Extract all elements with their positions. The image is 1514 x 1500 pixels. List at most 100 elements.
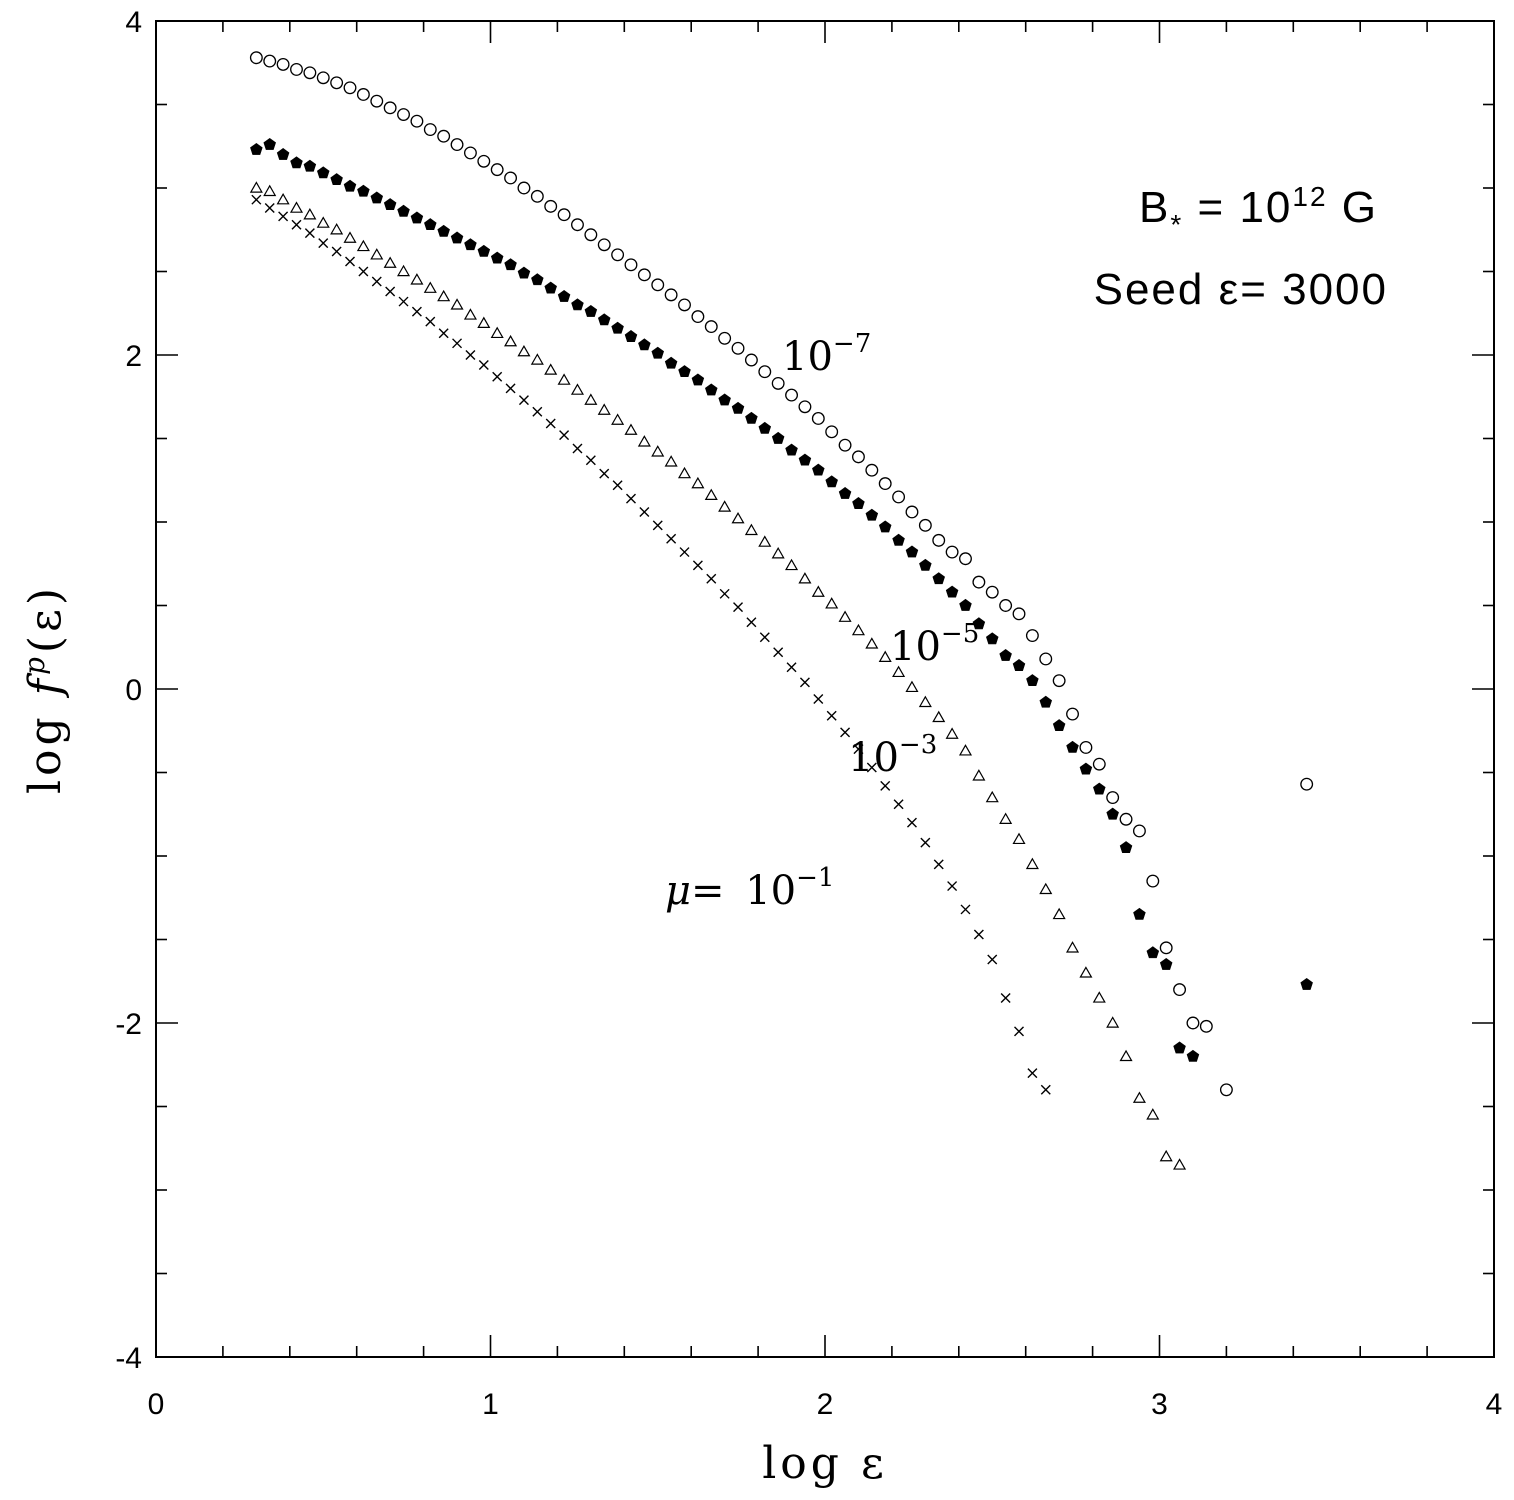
data-point-cross (840, 727, 851, 738)
y-axis-label-arg: (ε) (20, 584, 71, 653)
data-point-triangle (664, 455, 678, 467)
data-point-triangle (1039, 882, 1053, 895)
data-point-pentagon (959, 598, 972, 611)
data-point-pentagon (664, 356, 678, 369)
data-point-pentagon (1106, 807, 1119, 820)
data-point-pentagon (1093, 782, 1106, 795)
data-point-circle (557, 208, 571, 222)
data-point-cross (411, 306, 422, 317)
data-point-pentagon (571, 298, 584, 311)
data-point-circle (811, 412, 825, 425)
data-point-pentagon (383, 198, 397, 211)
series-cross (251, 194, 1051, 1095)
data-point-triangle (637, 435, 651, 447)
data-point-pentagon (1066, 740, 1079, 753)
data-point-cross (666, 533, 677, 544)
data-point-pentagon (290, 156, 303, 169)
y-tick-label: -2 (115, 1008, 142, 1041)
data-point-triangle (691, 476, 705, 489)
data-point-circle (303, 66, 317, 80)
data-point-circle (1079, 741, 1093, 754)
data-point-circle (1106, 791, 1120, 805)
data-point-triangle (744, 523, 758, 536)
data-point-pentagon (544, 281, 557, 294)
data-point-pentagon (999, 649, 1012, 661)
plot-frame (155, 20, 1495, 1358)
data-point-triangle (1132, 1091, 1146, 1103)
data-point-circle (584, 228, 598, 242)
data-point-cross (973, 929, 984, 940)
data-point-pentagon (985, 632, 999, 645)
data-point-circle (1300, 777, 1314, 791)
data-point-pentagon (705, 383, 718, 396)
data-point-pentagon (557, 289, 571, 302)
data-point-triangle (597, 403, 611, 415)
data-point-triangle (758, 535, 772, 547)
data-point-pentagon (745, 411, 758, 424)
data-point-cross (278, 211, 289, 222)
data-point-circle (530, 189, 544, 203)
data-point-cross (358, 266, 369, 277)
data-point-cross (799, 677, 810, 688)
x-tick-label: 3 (1151, 1388, 1168, 1421)
series-filled-pentagon (250, 138, 1313, 1062)
data-point-circle (597, 238, 611, 252)
data-point-cross (371, 276, 382, 287)
data-point-circle (878, 477, 892, 491)
data-point-circle (1025, 629, 1039, 643)
data-point-triangle (504, 334, 518, 347)
data-point-triangle (517, 344, 531, 357)
data-point-pentagon (316, 166, 330, 179)
data-point-triangle (1012, 832, 1026, 845)
data-point-pentagon (357, 184, 370, 197)
data-point-triangle (410, 273, 424, 285)
data-point-circle (838, 438, 852, 452)
data-point-triangle (892, 665, 906, 678)
data-point-circle (1159, 941, 1173, 955)
data-point-circle (410, 114, 424, 128)
data-point-cross (518, 395, 529, 406)
data-point-triangle (383, 256, 397, 268)
data-point-circle (1186, 1016, 1200, 1030)
data-point-circle (1092, 757, 1106, 771)
data-point-pentagon (678, 365, 691, 378)
data-point-circle (1199, 1019, 1213, 1033)
data-point-pentagon (490, 251, 504, 264)
data-point-cross (679, 547, 690, 558)
data-point-pentagon (1079, 762, 1093, 775)
data-point-cross (947, 881, 958, 892)
data-point-circle (276, 57, 290, 71)
axis-ticks (155, 20, 1495, 1358)
data-point-circle (290, 62, 303, 76)
data-point-pentagon (731, 401, 745, 414)
data-point-triangle (370, 248, 384, 260)
data-point-circle (758, 365, 772, 379)
data-point-cross (786, 662, 797, 673)
data-point-pentagon (932, 572, 945, 585)
data-point-cross (331, 246, 342, 257)
data-point-pentagon (825, 475, 838, 488)
data-point-cross (933, 859, 944, 870)
data-point-circle (664, 288, 678, 302)
data-point-triangle (396, 264, 411, 277)
data-point-triangle (878, 650, 892, 662)
data-point-cross (746, 617, 757, 628)
data-point-cross (585, 455, 596, 466)
y-axis-label-prefix: log (20, 695, 71, 794)
data-point-cross (920, 837, 931, 848)
data-point-pentagon (892, 533, 905, 546)
data-point-circle (959, 552, 972, 566)
series-open-triangle (249, 181, 1187, 1170)
seed-energy-label: Seed ε= 3000 (1094, 265, 1388, 314)
data-point-pentagon (611, 321, 624, 334)
data-point-circle (1052, 674, 1066, 688)
data-point-triangle (972, 769, 986, 781)
data-point-triangle (437, 289, 451, 302)
data-point-cross (960, 904, 971, 915)
data-point-pentagon (1133, 907, 1146, 920)
data-point-triangle (677, 466, 692, 479)
data-point-circle (571, 218, 584, 232)
data-point-circle (691, 310, 705, 324)
data-point-cross (880, 780, 891, 791)
data-point-triangle (584, 393, 598, 405)
